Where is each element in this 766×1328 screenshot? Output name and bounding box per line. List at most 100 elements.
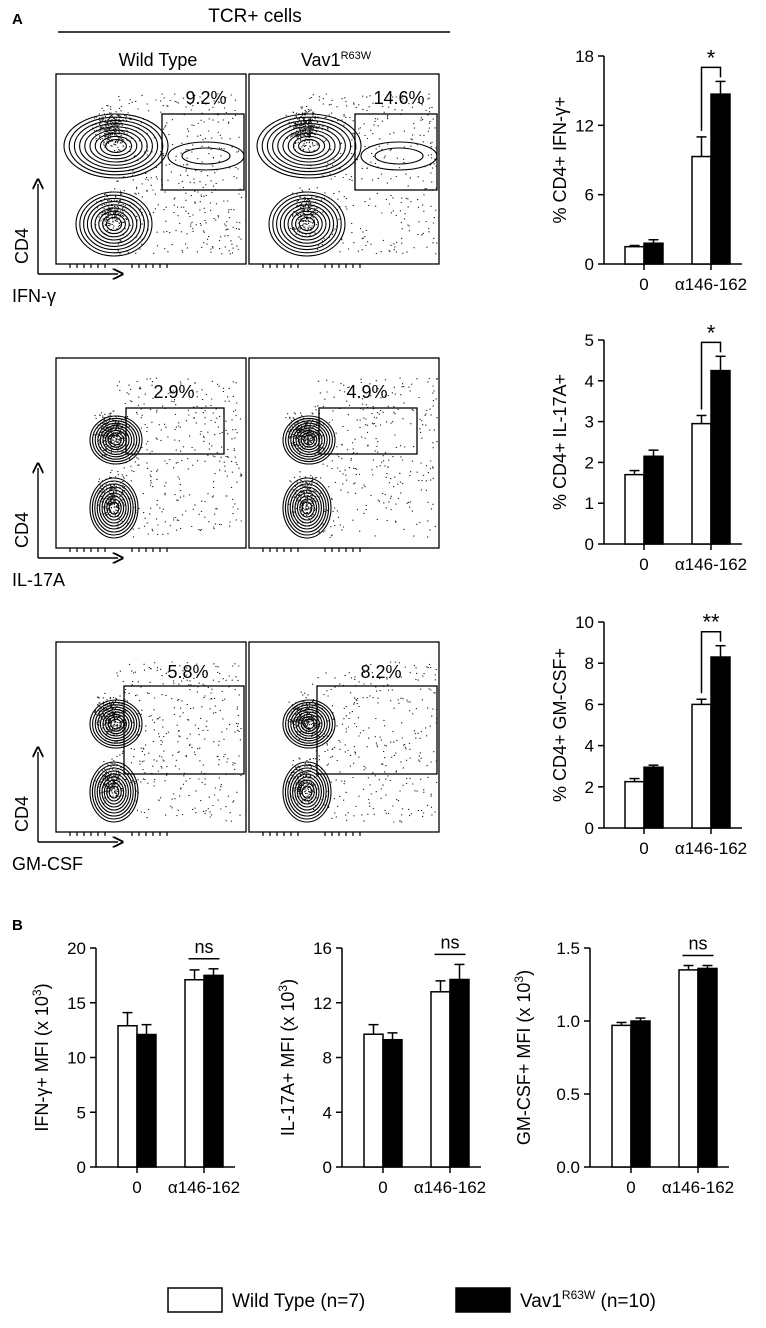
bar-chart-4: 0 5 10 15 20 0 α146-162 ns IFN-γ+ MFI (x 103) bbox=[30, 937, 240, 1197]
flow-y-axis-label: CD4 bbox=[12, 228, 32, 264]
y-tick-label: 0 bbox=[585, 255, 594, 274]
flow-contour bbox=[256, 113, 362, 179]
flow-contour bbox=[102, 427, 130, 453]
flow-contour bbox=[110, 434, 122, 446]
flow-y-axis-label: CD4 bbox=[12, 512, 32, 548]
y-tick-label: 6 bbox=[585, 695, 594, 714]
x-tick-label: 0 bbox=[378, 1178, 387, 1197]
flow-contour bbox=[291, 210, 323, 238]
flow-contour bbox=[283, 204, 331, 244]
flow-contour bbox=[99, 773, 129, 811]
flow-contour bbox=[282, 129, 336, 163]
bar-chart-5: 0 4 8 12 16 0 α146-162 ns IL-17A+ MFI (x 103) bbox=[276, 932, 486, 1197]
flow-contour bbox=[99, 709, 133, 739]
y-tick-label: 4 bbox=[323, 1103, 332, 1122]
gate-percent-label: 9.2% bbox=[185, 88, 226, 108]
bar bbox=[624, 245, 645, 265]
y-tick-label: 0 bbox=[585, 535, 594, 554]
gate-percent-label: 5.8% bbox=[167, 662, 208, 682]
bar bbox=[678, 969, 699, 1168]
flow-contour bbox=[89, 699, 143, 749]
flow-contour bbox=[290, 422, 328, 458]
y-tick-label: 12 bbox=[575, 116, 594, 135]
flow-gate bbox=[354, 113, 438, 191]
flow-contour bbox=[298, 713, 320, 735]
flow-contour bbox=[292, 489, 322, 527]
flow-contour bbox=[287, 420, 331, 460]
flow-contour bbox=[99, 489, 129, 527]
flow-contour bbox=[287, 704, 331, 744]
flow-contour bbox=[68, 116, 164, 176]
flow-contour bbox=[298, 139, 320, 153]
legend-swatch-mutant bbox=[455, 1287, 511, 1313]
flow-plot-r2-mutant: 4.9% bbox=[248, 357, 440, 552]
flow-contour bbox=[277, 126, 341, 166]
flow-x-axis-label: IFN-γ bbox=[12, 286, 56, 306]
bar bbox=[691, 422, 712, 545]
significance-bracket bbox=[700, 630, 722, 694]
flow-contour bbox=[287, 207, 327, 241]
y-tick-label: 20 bbox=[67, 939, 86, 958]
flow-plot-r3-wild-type: 5.8% bbox=[55, 641, 247, 836]
flow-contour bbox=[295, 427, 323, 453]
flow-contour bbox=[287, 767, 327, 817]
flow-contour bbox=[94, 704, 138, 744]
flow-contour bbox=[276, 197, 338, 251]
y-axis-label: IFN-γ+ MFI (x 103) bbox=[30, 983, 52, 1131]
x-tick-label: 0 bbox=[639, 555, 648, 574]
x-tick-label: α146-162 bbox=[675, 839, 747, 858]
y-tick-label: 8 bbox=[323, 1049, 332, 1068]
significance-label: * bbox=[707, 45, 716, 70]
column-title-mutant: Vav1R63W bbox=[301, 50, 372, 70]
flow-contour bbox=[108, 785, 120, 799]
flow-axes-row-3: CD4 GM-CSF bbox=[12, 752, 118, 874]
y-axis-label: IL-17A+ MFI (x 103) bbox=[276, 979, 298, 1136]
flow-contour bbox=[94, 767, 134, 817]
flow-contour bbox=[299, 782, 315, 802]
bar bbox=[136, 1033, 157, 1168]
legend-label-wild-type: Wild Type (n=7) bbox=[232, 1291, 365, 1312]
flow-contour bbox=[73, 119, 159, 173]
flow-plot-frame bbox=[55, 357, 247, 549]
flow-contour bbox=[79, 194, 149, 254]
flow-contour bbox=[181, 147, 231, 165]
gate-percent-label: 8.2% bbox=[360, 662, 401, 682]
flow-contour bbox=[102, 711, 130, 737]
flow-contour bbox=[292, 709, 326, 739]
significance-label: ** bbox=[702, 610, 720, 635]
y-axis-label: % CD4+ GM-CSF+ bbox=[550, 648, 570, 802]
flow-contour bbox=[287, 132, 331, 160]
flow-contour bbox=[99, 135, 133, 157]
bar bbox=[203, 974, 224, 1168]
flow-contour bbox=[282, 477, 332, 539]
bar bbox=[643, 766, 664, 829]
flow-contour bbox=[103, 779, 125, 805]
bar bbox=[117, 1024, 138, 1168]
x-tick-label: 0 bbox=[639, 275, 648, 294]
flow-contour bbox=[106, 782, 122, 802]
bar bbox=[430, 991, 451, 1168]
bar bbox=[184, 979, 205, 1168]
flow-axes-row-2: CD4 IL-17A bbox=[12, 468, 118, 590]
flow-contour bbox=[105, 139, 127, 153]
y-tick-label: 8 bbox=[585, 654, 594, 673]
flow-plot-frame bbox=[248, 357, 440, 549]
flow-contour bbox=[282, 415, 336, 465]
flow-contour bbox=[86, 201, 142, 247]
flow-x-axis-label: IL-17A bbox=[12, 570, 65, 590]
bar-chart-2: 0 1 2 3 4 5 0 α146-162 * % CD4+ IL-17A+ bbox=[550, 320, 747, 574]
bar bbox=[710, 656, 731, 829]
significance-bracket bbox=[700, 66, 722, 131]
y-tick-label: 2 bbox=[585, 778, 594, 797]
flow-contour bbox=[89, 761, 139, 823]
y-tick-label: 1.0 bbox=[556, 1012, 580, 1031]
flow-contour bbox=[292, 425, 326, 455]
flow-contour bbox=[296, 495, 318, 521]
bar bbox=[630, 1020, 651, 1168]
flow-contour bbox=[300, 432, 318, 448]
y-tick-label: 6 bbox=[585, 186, 594, 205]
flow-header: TCR+ cells bbox=[208, 6, 301, 27]
flow-contour bbox=[110, 718, 122, 730]
flow-contour bbox=[303, 434, 315, 446]
